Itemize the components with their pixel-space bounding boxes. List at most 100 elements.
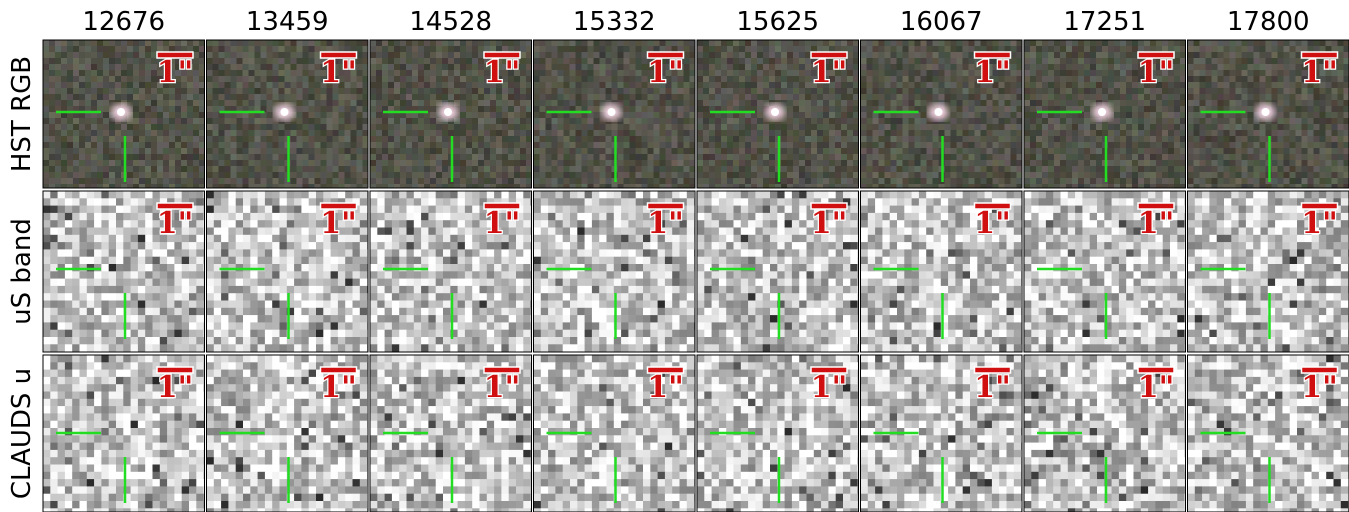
pixel [85,148,91,154]
pixel [290,64,297,70]
pixel [344,142,351,148]
pixel [781,70,787,76]
pixel [248,40,255,46]
pixel [206,52,213,58]
pixel [659,130,666,136]
pixel [79,82,85,88]
pixel [1138,76,1144,82]
pixel [1162,172,1168,178]
pixel [496,160,502,166]
pixel [1168,142,1174,148]
pixel [581,58,588,64]
pixel [1162,70,1168,76]
pixel [703,124,709,130]
pixel [974,70,981,76]
pixel [436,46,442,52]
pixel [1072,118,1078,124]
pixel [944,46,951,52]
pixel [296,166,303,172]
pixel [727,40,733,46]
pixel [1108,94,1114,100]
pixel [362,88,368,94]
pixel [1078,70,1084,76]
pixel [980,76,987,82]
pixel [436,148,442,154]
pixel [697,112,703,118]
pixel [1132,112,1138,118]
pixel [1144,130,1150,136]
pixel [715,142,721,148]
pixel [260,184,267,188]
pixel [79,136,85,142]
pixel [133,142,139,148]
pixel [97,184,103,188]
pixel [193,160,199,166]
pixel [769,46,775,52]
pixel [278,142,285,148]
pixel [878,148,885,154]
pixel [733,94,739,100]
pixel [139,148,145,154]
pixel [745,178,751,184]
pixel [418,76,424,82]
pixel [926,76,933,82]
pixel [884,94,891,100]
pixel [635,76,642,82]
pixel [793,58,799,64]
pixel [320,136,327,142]
pixel [799,160,805,166]
pixel [611,52,618,58]
pixel [248,118,255,124]
pixel [1090,100,1096,106]
pixel [841,130,847,136]
pixel [1174,64,1180,70]
pixel [703,64,709,70]
pixel [1024,64,1030,70]
pixel [641,88,648,94]
pixel [757,46,763,52]
pixel [362,130,368,136]
pixel [1078,52,1084,58]
pixel [454,76,460,82]
pixel [647,118,654,124]
pixel [1126,130,1132,136]
pixel [944,40,951,46]
pixel [49,82,55,88]
pixel [115,160,121,166]
pixel [314,70,321,76]
pixel [878,76,885,82]
pixel [1066,130,1072,136]
pixel [1114,88,1120,94]
pixel [751,76,757,82]
pixel [829,154,835,160]
pixel [193,52,199,58]
pixel [1090,52,1096,58]
pixel [514,154,520,160]
pixel [689,46,695,52]
pixel [1072,166,1078,172]
pixel [629,166,636,172]
pixel [344,130,351,136]
pixel [799,82,805,88]
pixel [49,52,55,58]
pixel [436,58,442,64]
pixel [1024,166,1030,172]
pixel [478,100,484,106]
pixel [641,52,648,58]
pixel [805,88,811,94]
pixel [224,64,231,70]
pixel [872,40,879,46]
pixel [91,178,97,184]
pixel [751,70,757,76]
pixel [581,178,588,184]
pixel [697,100,703,106]
pixel [109,64,115,70]
pixel [545,100,552,106]
pixel [1114,64,1120,70]
pixel [466,70,472,76]
pixel [1048,184,1054,188]
pixel [823,100,829,106]
pixel [1223,52,1230,58]
pixel [418,172,424,178]
pixel [757,118,763,124]
